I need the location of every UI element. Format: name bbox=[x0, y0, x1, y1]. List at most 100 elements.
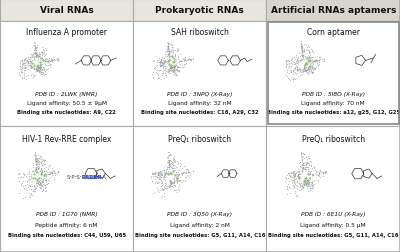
Point bbox=[32, 53, 39, 57]
Point bbox=[19, 77, 25, 81]
Point bbox=[21, 173, 28, 177]
Point bbox=[305, 48, 312, 52]
Point bbox=[316, 171, 322, 175]
Point bbox=[44, 60, 51, 64]
Point bbox=[299, 50, 306, 54]
Point bbox=[24, 60, 31, 65]
Point bbox=[26, 195, 32, 199]
Point bbox=[304, 58, 311, 62]
Point bbox=[291, 189, 298, 193]
Point bbox=[166, 55, 172, 59]
Point bbox=[163, 170, 169, 174]
Point bbox=[299, 186, 306, 190]
Point bbox=[176, 60, 182, 64]
Point bbox=[305, 69, 311, 73]
Point bbox=[32, 154, 39, 158]
Point bbox=[38, 171, 44, 175]
Point bbox=[300, 165, 306, 169]
Point bbox=[25, 60, 31, 64]
Point bbox=[302, 176, 308, 180]
Point bbox=[16, 175, 23, 179]
Point bbox=[42, 162, 48, 166]
Point bbox=[176, 60, 182, 64]
Point bbox=[34, 166, 41, 170]
Point bbox=[155, 188, 161, 193]
Point bbox=[163, 184, 169, 188]
Point bbox=[290, 80, 296, 84]
Point bbox=[317, 169, 323, 173]
Point bbox=[286, 63, 292, 67]
Point bbox=[302, 167, 308, 171]
Point bbox=[36, 51, 42, 55]
Point bbox=[307, 171, 313, 175]
Point bbox=[182, 58, 188, 62]
Point bbox=[35, 179, 41, 183]
Point bbox=[303, 183, 310, 187]
Point bbox=[166, 158, 173, 162]
Point bbox=[300, 167, 306, 171]
Point bbox=[33, 54, 40, 58]
Point bbox=[165, 71, 171, 75]
Point bbox=[34, 70, 40, 74]
Point bbox=[168, 184, 175, 188]
Point bbox=[32, 154, 38, 158]
Point bbox=[49, 170, 56, 174]
Point bbox=[166, 153, 172, 158]
Point bbox=[288, 174, 294, 178]
Point bbox=[310, 59, 316, 64]
Point bbox=[31, 68, 37, 72]
Point bbox=[185, 169, 191, 173]
Point bbox=[182, 58, 188, 62]
Point bbox=[168, 44, 175, 48]
Point bbox=[21, 77, 28, 81]
Point bbox=[310, 69, 316, 73]
Point bbox=[174, 66, 181, 70]
Point bbox=[297, 68, 303, 72]
Point bbox=[299, 54, 305, 58]
Point bbox=[170, 66, 177, 70]
Point bbox=[37, 180, 44, 184]
Point bbox=[166, 185, 172, 189]
Point bbox=[174, 176, 180, 180]
Point bbox=[174, 181, 180, 185]
Point bbox=[161, 173, 168, 177]
Point bbox=[292, 63, 299, 67]
Point bbox=[165, 158, 172, 162]
Point bbox=[321, 60, 327, 64]
Point bbox=[170, 51, 176, 55]
Point bbox=[166, 66, 173, 70]
Point bbox=[36, 166, 42, 170]
Point bbox=[291, 169, 297, 173]
Point bbox=[300, 185, 307, 189]
Text: Prokaryotic RNAs: Prokaryotic RNAs bbox=[156, 6, 244, 15]
Point bbox=[34, 160, 40, 164]
Point bbox=[28, 53, 34, 57]
Point bbox=[308, 68, 314, 72]
Point bbox=[310, 62, 316, 66]
Point bbox=[290, 77, 296, 81]
Point bbox=[321, 57, 327, 61]
Point bbox=[306, 176, 312, 180]
Point bbox=[302, 179, 309, 183]
Point bbox=[310, 173, 316, 177]
Point bbox=[300, 182, 307, 186]
Point bbox=[37, 169, 43, 173]
Point bbox=[36, 66, 42, 70]
Text: SAH riboswitch: SAH riboswitch bbox=[171, 27, 229, 36]
Point bbox=[22, 180, 28, 184]
Point bbox=[154, 72, 160, 76]
Point bbox=[170, 66, 176, 70]
Point bbox=[148, 179, 155, 183]
Point bbox=[41, 172, 48, 176]
Point bbox=[298, 54, 304, 58]
Point bbox=[303, 161, 309, 165]
Point bbox=[24, 60, 30, 64]
Bar bbox=[0, 126, 133, 252]
Point bbox=[164, 45, 170, 49]
Point bbox=[34, 156, 40, 160]
Point bbox=[292, 172, 298, 176]
Text: Binding site nucleotides: C44, U59, U65: Binding site nucleotides: C44, U59, U65 bbox=[8, 233, 126, 237]
Point bbox=[20, 196, 26, 200]
Point bbox=[32, 48, 39, 52]
Point bbox=[24, 188, 30, 193]
